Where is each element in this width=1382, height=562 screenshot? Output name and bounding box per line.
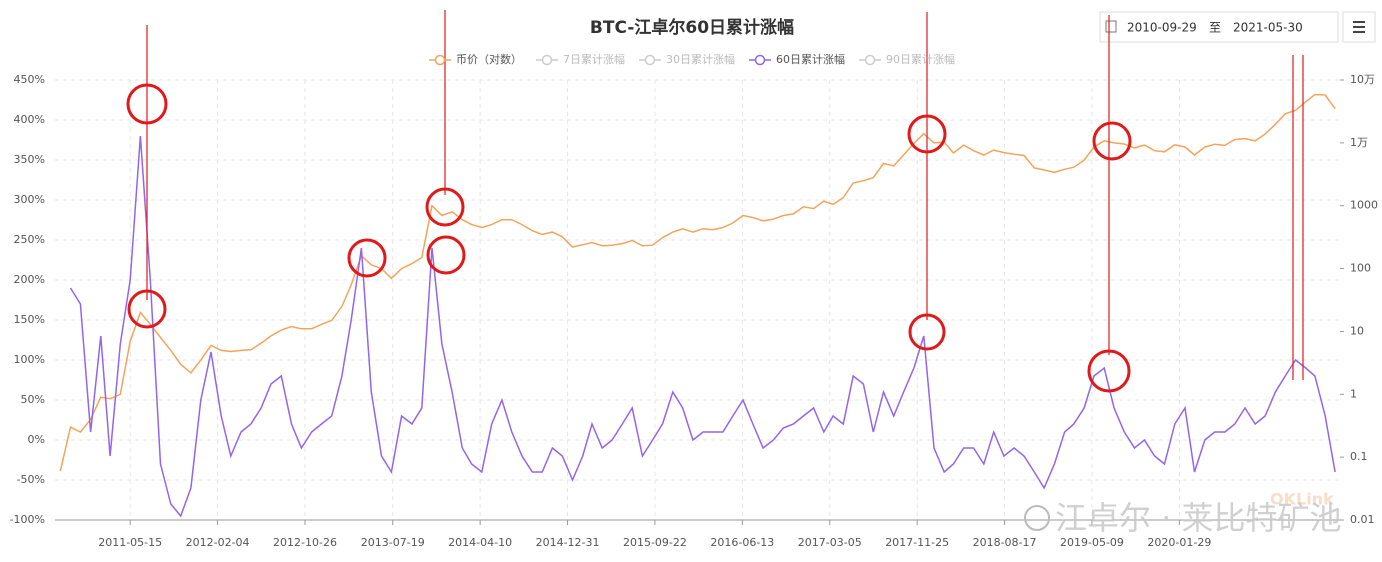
- legend-marker: [434, 54, 446, 66]
- x-tick-label: 2017-03-05: [798, 536, 862, 549]
- y-tick-label: -100%: [10, 513, 45, 526]
- legend-item[interactable]: 30日累计涨幅: [639, 53, 735, 66]
- legend-label: 7日累计涨幅: [563, 53, 625, 66]
- x-tick-label: 2011-05-15: [98, 536, 162, 549]
- annotation-circle: [347, 238, 387, 278]
- y-tick-label: 450%: [14, 73, 45, 86]
- annotation-circle: [1092, 121, 1132, 161]
- y2-tick-label: 1万: [1350, 136, 1368, 149]
- legend-label: 30日累计涨幅: [666, 53, 735, 66]
- y-tick-label: 50%: [21, 393, 45, 406]
- y-tick-label: 300%: [14, 193, 45, 206]
- legend-marker: [864, 54, 876, 66]
- y-tick-label: -50%: [17, 473, 45, 486]
- y-tick-label: 200%: [14, 273, 45, 286]
- legend: 币价（对数） 7日累计涨幅 30日累计涨幅 60日累计涨幅 90日累计涨幅: [429, 52, 955, 66]
- menu-icon: [1353, 21, 1365, 33]
- legend-item[interactable]: 币价（对数）: [429, 52, 522, 66]
- legend-marker: [644, 54, 656, 66]
- y-tick-label: 250%: [14, 233, 45, 246]
- legend-marker: [541, 54, 553, 66]
- legend-marker: [754, 54, 766, 66]
- y2-tick-label: 0.1: [1350, 450, 1368, 463]
- x-tick-label: 2013-07-19: [361, 536, 425, 549]
- annotation-circle: [908, 313, 946, 351]
- y-tick-label: 350%: [14, 153, 45, 166]
- y2-tick-label: 10: [1350, 324, 1364, 337]
- legend-item[interactable]: 90日累计涨幅: [859, 53, 955, 66]
- x-tick-label: 2020-01-29: [1147, 536, 1211, 549]
- x-tick-label: 2012-10-26: [273, 536, 337, 549]
- x-tick-label: 2019-05-09: [1060, 536, 1124, 549]
- annotation-circle: [907, 114, 947, 154]
- plot-area: -100% -50% 0% 50% 100% 150% 200% 250% 300% 350% 40…: [10, 73, 1378, 549]
- y-tick-label: 150%: [14, 313, 45, 326]
- x-tick-label: 2014-12-31: [536, 536, 600, 549]
- watermark: OKLink: [1270, 490, 1334, 509]
- annotation-circle: [1087, 349, 1131, 393]
- y2-tick-label: 1: [1350, 387, 1357, 400]
- y2-tick-label: 10万: [1350, 73, 1375, 86]
- x-tick-label: 2017-11-25: [885, 536, 949, 549]
- y2-tick-label: 0.01: [1350, 513, 1375, 526]
- legend-label: 币价（对数）: [456, 52, 522, 66]
- y-tick-label: 100%: [14, 353, 45, 366]
- y-tick-label: 400%: [14, 113, 45, 126]
- calendar-icon: [1105, 20, 1117, 33]
- date-picker[interactable]: [1099, 11, 1339, 43]
- legend-label: 60日累计涨幅: [776, 53, 845, 66]
- x-tick-label: 2014-04-10: [448, 536, 512, 549]
- annotation-circle: [425, 187, 465, 227]
- weibo-icon: [1024, 505, 1050, 531]
- legend-item[interactable]: 7日累计涨幅: [536, 53, 625, 66]
- annotation-circle: [426, 235, 466, 275]
- x-tick-label: 2018-08-17: [973, 536, 1037, 549]
- x-tick-label: 2015-09-22: [623, 536, 687, 549]
- series-line: [69, 135, 1336, 518]
- x-tick-label: 2012-02-04: [186, 536, 250, 549]
- legend-item[interactable]: 60日累计涨幅: [749, 53, 845, 66]
- legend-label: 90日累计涨幅: [886, 53, 955, 66]
- date-separator: 至: [1209, 21, 1221, 35]
- end-date: 2021-05-30: [1233, 21, 1303, 35]
- chart-title: BTC-江卓尔60日累计涨幅: [590, 17, 794, 38]
- start-date: 2010-09-29: [1127, 21, 1197, 35]
- y2-tick-label: 1000: [1350, 199, 1378, 212]
- annotation-circle: [126, 83, 168, 125]
- series-line: [59, 93, 1336, 472]
- watermark: 江卓尔 · 莱比特矿池: [1055, 499, 1342, 537]
- x-tick-label: 2016-06-13: [710, 536, 774, 549]
- y-tick-label: 0%: [28, 433, 45, 446]
- annotation-circle: [127, 289, 167, 329]
- y2-tick-label: 100: [1350, 262, 1371, 275]
- annotations: [126, 10, 1304, 393]
